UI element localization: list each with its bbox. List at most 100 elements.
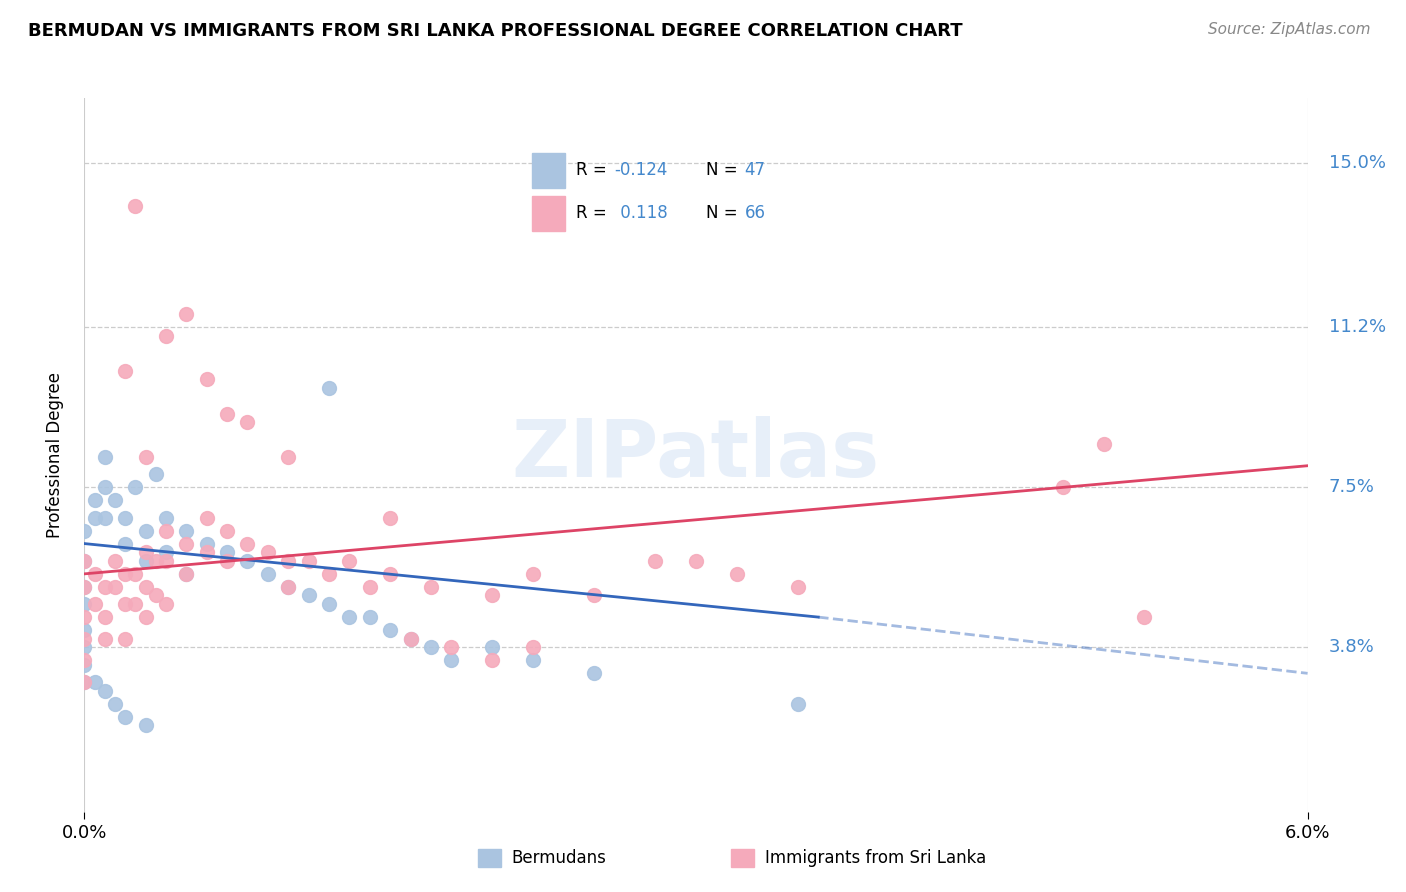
Point [135,524,157,538]
Point [145,589,167,603]
Point [644,554,666,568]
Point [236,416,259,430]
Point [522,640,544,655]
Point [420,640,443,655]
Point [217,407,239,421]
Point [380,510,402,524]
Point [582,666,605,681]
Point [93,450,115,464]
Point [114,709,136,723]
Point [73,554,96,568]
Point [217,554,239,568]
Point [73,580,96,594]
Point [277,580,299,594]
Bar [531,195,565,231]
Point [93,580,115,594]
Y-axis label: Professional Degree: Professional Degree [45,372,63,538]
Text: 0.118: 0.118 [614,204,668,222]
Point [359,580,381,594]
Point [93,683,115,698]
Point [481,640,503,655]
Text: BERMUDAN VS IMMIGRANTS FROM SRI LANKA PROFESSIONAL DEGREE CORRELATION CHART: BERMUDAN VS IMMIGRANTS FROM SRI LANKA PR… [28,22,963,40]
Point [174,566,197,581]
Point [135,450,157,464]
Text: 47: 47 [745,161,766,179]
Point [114,566,136,581]
Point [195,510,218,524]
Text: 66: 66 [745,204,766,222]
Point [114,536,136,550]
Point [114,597,136,611]
Point [399,632,422,646]
Point [135,610,157,624]
Point [124,566,146,581]
Point [73,623,96,637]
Point [257,545,280,559]
Point [73,657,96,672]
Point [135,554,157,568]
Point [339,554,360,568]
Point [155,597,177,611]
Point [93,510,115,524]
Point [83,597,105,611]
Point [135,545,157,559]
Point [83,566,105,581]
Point [1052,480,1074,494]
Point [277,554,299,568]
Point [522,566,544,581]
Point [195,545,218,559]
Point [298,554,321,568]
Point [124,480,146,494]
Text: N =: N = [706,204,744,222]
Point [174,524,197,538]
Text: 11.2%: 11.2% [1329,318,1386,336]
Point [277,580,299,594]
Point [114,510,136,524]
Bar [531,153,565,188]
Text: 7.5%: 7.5% [1329,478,1375,496]
Point [73,554,96,568]
Point [145,554,167,568]
Point [135,718,157,732]
Point [93,610,115,624]
Point [174,566,197,581]
Point [257,566,280,581]
Point [1133,610,1156,624]
Point [440,653,463,667]
Point [73,632,96,646]
Point [114,632,136,646]
Point [725,566,748,581]
Point [124,597,146,611]
Point [73,610,96,624]
Point [114,363,136,377]
Point [481,589,503,603]
Point [174,307,197,321]
Point [359,610,381,624]
Point [145,467,167,482]
Point [73,675,96,690]
Text: -0.124: -0.124 [614,161,668,179]
Point [380,566,402,581]
Point [522,653,544,667]
Point [83,675,105,690]
Point [420,580,443,594]
Point [217,545,239,559]
Point [440,640,463,655]
Point [195,536,218,550]
Point [195,372,218,386]
Point [236,554,259,568]
Point [73,675,96,690]
Point [73,653,96,667]
Point [380,623,402,637]
Text: ZIPatlas: ZIPatlas [512,416,880,494]
Point [104,493,127,508]
Text: 15.0%: 15.0% [1329,154,1386,172]
Point [93,632,115,646]
Point [787,697,810,711]
Point [83,493,105,508]
Text: N =: N = [706,161,744,179]
Point [174,536,197,550]
Point [155,545,177,559]
Point [155,329,177,343]
Point [298,589,321,603]
